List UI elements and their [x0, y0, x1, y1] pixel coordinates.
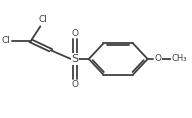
- Text: O: O: [72, 80, 79, 89]
- Text: Cl: Cl: [2, 36, 11, 45]
- Text: O: O: [155, 55, 162, 63]
- Text: S: S: [72, 54, 79, 64]
- Text: CH₃: CH₃: [171, 55, 187, 63]
- Text: Cl: Cl: [38, 15, 47, 24]
- Text: O: O: [72, 29, 79, 38]
